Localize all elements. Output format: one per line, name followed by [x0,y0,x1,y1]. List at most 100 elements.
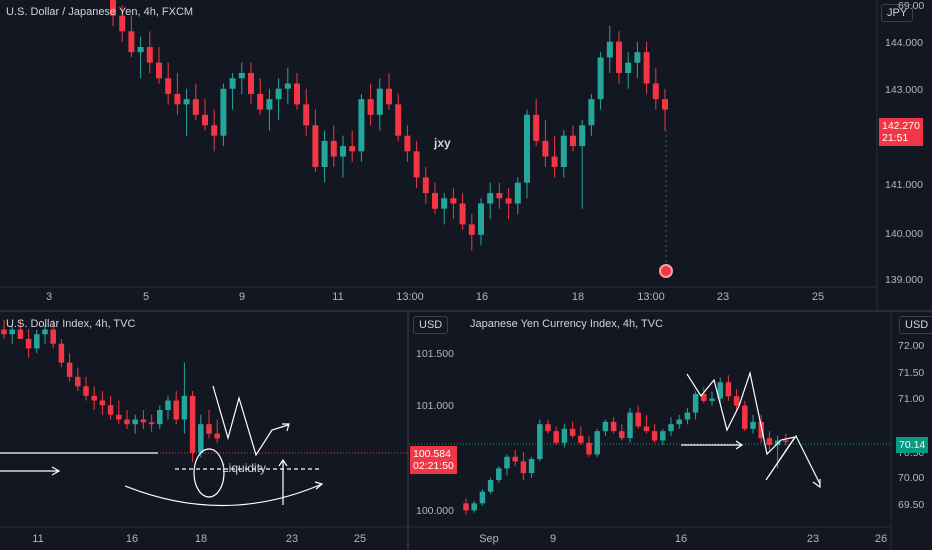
usdjpy-candle [662,99,668,110]
usdjpy-candle [110,0,116,16]
dxy-candle [148,422,155,425]
dxy-candle [181,395,188,420]
jxy-candle [750,421,756,429]
jxy-price-tick: 72.00 [898,340,925,352]
usdjpy-candle [524,114,530,183]
usdjpy-candle [156,62,162,79]
dxy-candle [140,419,147,423]
liquidity-circle [193,448,225,498]
jxy-candle [496,468,502,481]
usdjpy-time-tick: 23 [716,291,730,303]
usdjpy-candle [257,93,264,110]
usdjpy-time-tick: 11 [332,291,344,303]
usdjpy-candle [450,198,457,204]
usdjpy-candle [459,203,466,225]
dxy-projection-zigzag [212,385,289,457]
liquidity-annotation: Liquidity [222,461,267,475]
jxy-candle [504,456,510,469]
jxy-time-tick: Sep [479,533,499,545]
usdjpy-candle [238,73,245,79]
jxy-plot[interactable] [409,312,932,550]
usdjpy-candle [551,156,558,167]
liquidity-sweep-arrowhead [314,481,324,490]
usdjpy-time-tick: 18 [571,291,585,303]
usdjpy-candle [404,135,411,152]
jxy-chart-pane[interactable]: USD Japanese Yen Currency Index, 4h, TVC… [409,312,932,550]
jxy-arrow-head [735,440,744,450]
jxy-price-tick: 71.00 [898,393,925,405]
jxy-candle [602,421,609,432]
usdjpy-candle [174,93,181,105]
usdjpy-candle [349,146,356,152]
dxy-candle [189,395,196,453]
jxy-time-tick: 16 [674,533,688,545]
usdjpy-candle [496,193,503,199]
dxy-candle [214,433,220,439]
usdjpy-candle [606,41,613,58]
dxy-candle [66,362,73,377]
alert-marker-icon[interactable] [659,264,673,278]
jxy-candle [684,412,691,420]
jxy-candle [520,461,527,474]
dxy-candle [157,410,163,425]
usdjpy-candle [183,99,190,105]
jxy-projection-arrowhead [812,479,821,489]
jxy-candle [569,428,576,436]
usdjpy-candle [533,114,540,141]
dxy-currency-button[interactable]: USD [413,316,449,334]
usdjpy-candle [579,125,586,147]
dxy-candle [50,329,56,344]
dxy-plot[interactable] [0,312,407,550]
dxy-candle [91,395,97,401]
jxy-candle [512,456,518,462]
jxy-candle [553,431,559,443]
dxy-candle [42,329,48,335]
usdjpy-candle [321,140,328,167]
jxy-candle [676,419,682,425]
dxy-arrow-head [51,466,61,476]
usdjpy-price-tick: 140.000 [885,228,923,240]
jxy-currency-button[interactable]: USD [899,316,932,334]
dxy-time-tick: 11 [32,533,44,545]
jxy-price-tick: 69.00 [898,0,925,12]
usdjpy-candle [303,104,310,126]
jxy-candle [537,424,543,460]
jxy-candle [742,405,748,429]
horizontal-divider[interactable] [0,310,932,312]
dxy-candle [75,376,81,387]
usdjpy-candle [505,198,512,204]
usdjpy-candle [211,125,218,136]
dxy-candle [9,329,15,335]
usdjpy-chart-pane[interactable]: U.S. Dollar / Japanese Yen, 4h, FXCM JPY… [0,0,932,310]
jxy-candle [594,431,600,455]
jxy-candle [561,428,568,443]
usdjpy-candle [284,83,291,89]
vertical-divider[interactable] [407,312,409,550]
usdjpy-candle [487,193,494,204]
dxy-candle [116,414,122,420]
jxy-candle [471,503,477,511]
usdjpy-countdown: 21:51 [882,132,909,144]
dxy-title: U.S. Dollar Index, 4h, TVC [6,318,136,330]
jxy-candle [545,424,551,432]
jxy-price-tick: 71.50 [898,367,925,379]
usdjpy-time-tick: 25 [811,291,825,303]
usdjpy-candle [330,140,337,157]
usdjpy-plot[interactable] [0,0,932,310]
usdjpy-candle [386,88,392,105]
usdjpy-time-tick: 16 [475,291,489,303]
jxy-title: Japanese Yen Currency Index, 4h, TVC [470,318,664,330]
jxy-candle [479,491,486,504]
usdjpy-candle [358,99,365,152]
jxy-candle [487,480,494,492]
usdjpy-candle [478,203,484,235]
jxy-candle [619,431,625,439]
jxy-projection-zigzag [686,370,821,485]
jxy-candle [635,412,641,427]
usdjpy-time-tick: 13:00 [396,291,424,303]
dxy-chart-pane[interactable]: U.S. Dollar Index, 4h, TVC Liquidity [0,312,407,550]
usdjpy-currency-button[interactable]: JPY [881,4,914,22]
usdjpy-candle [634,52,641,63]
usdjpy-candle [468,224,475,235]
usdjpy-time-tick: 9 [238,291,246,303]
